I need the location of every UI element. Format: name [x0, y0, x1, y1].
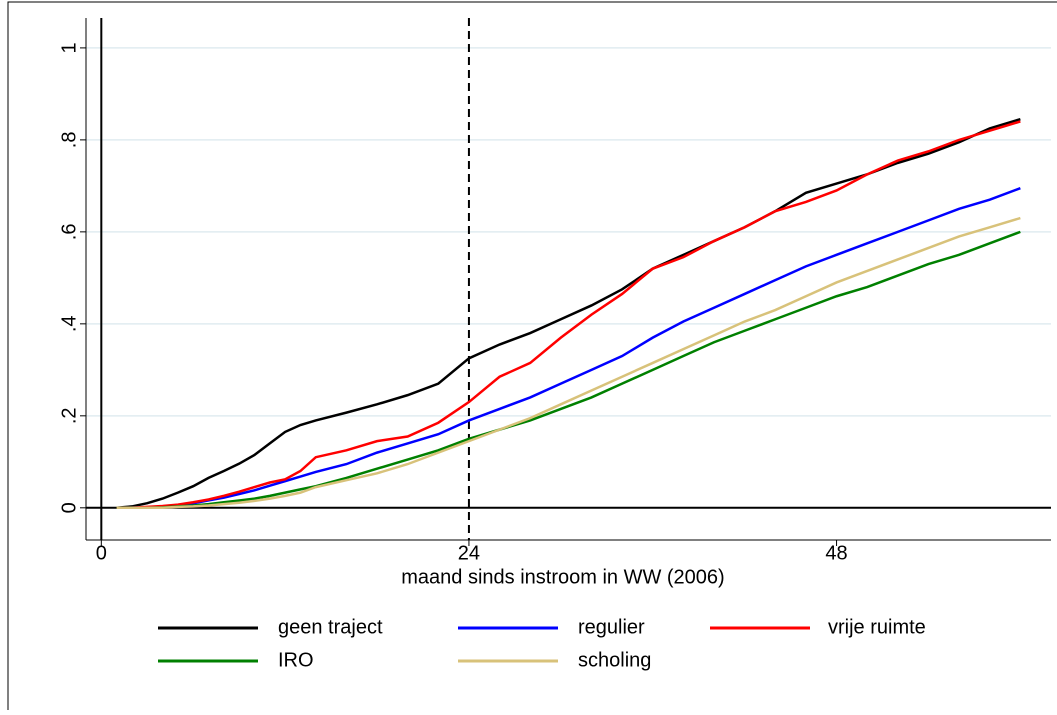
series-line [116, 117, 1021, 510]
y-tick-label: 0 [58, 502, 80, 513]
legend-label: regulier [578, 616, 645, 638]
x-tick-label: 48 [825, 542, 847, 564]
y-tick-label: .8 [58, 132, 80, 149]
y-tick-label: .6 [58, 224, 80, 241]
x-tick-label: 24 [458, 542, 480, 564]
legend-label: IRO [278, 649, 314, 671]
series-line [116, 186, 1021, 510]
series-line [116, 120, 1021, 510]
y-tick-label: .2 [58, 407, 80, 424]
x-tick-label: 0 [96, 542, 107, 564]
legend-label: scholing [578, 649, 651, 671]
y-tick-label: .4 [58, 315, 80, 332]
series-line [116, 230, 1021, 510]
legend-label: vrije ruimte [828, 616, 926, 638]
y-tick-label: 1 [58, 42, 80, 53]
x-axis-label: maand sinds instroom in WW (2006) [401, 566, 724, 588]
series-line [116, 216, 1021, 510]
legend-label: geen traject [278, 616, 383, 638]
outer-frame [7, 1, 1057, 715]
